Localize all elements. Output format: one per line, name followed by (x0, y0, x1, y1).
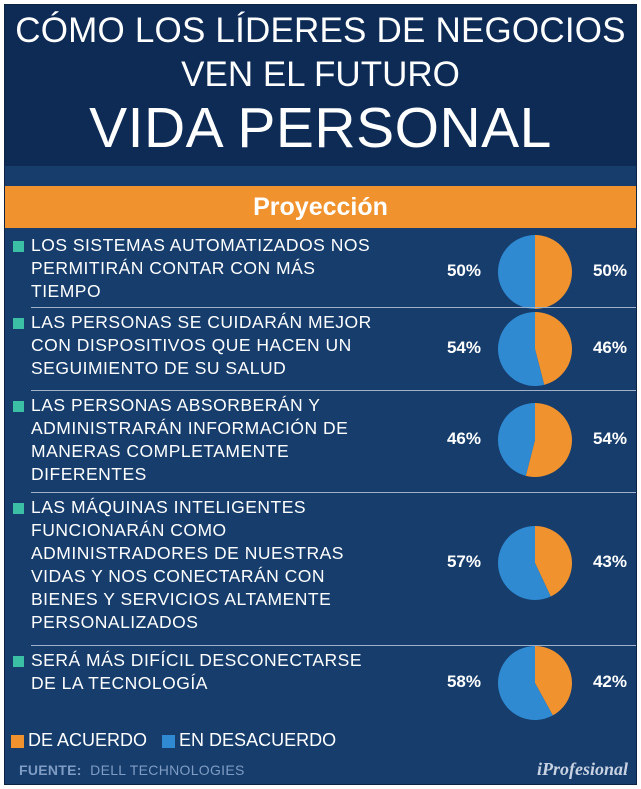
legend-disagree-label: EN DESACUERDO (179, 729, 337, 750)
disagree-percent-label: 46% (446, 429, 481, 448)
statement-line: LAS MÁQUINAS INTELIGENTES (31, 497, 307, 517)
pie-slice-agree (535, 312, 573, 385)
pie-slice-agree (535, 235, 572, 309)
pie-slice-disagree (498, 312, 545, 386)
source-value: DELL TECHNOLOGIES (90, 762, 245, 778)
row-divider (31, 492, 636, 493)
square-bullet-icon (13, 318, 24, 329)
statement-text: LAS PERSONAS SE CUIDARÁN MEJOR CON DISPOS… (31, 311, 431, 380)
disagree-percent-label: 57% (446, 552, 481, 571)
pie-slice-agree (535, 646, 572, 716)
statement-line: LOS SISTEMAS AUTOMATIZADOS NOS (31, 235, 371, 255)
statement-line: LAS PERSONAS SE CUIDARÁN MEJOR (31, 312, 372, 332)
statement-text: LAS MÁQUINAS INTELIGENTES FUNCIONARÁN COM… (31, 496, 431, 634)
source-line: FUENTE: DELL TECHNOLOGIES (19, 762, 245, 778)
pie-chart (497, 646, 572, 720)
statement-line: TIEMPO (31, 281, 102, 301)
legend-item-agree: DE ACUERDO (11, 730, 147, 751)
pie-slice-disagree (497, 526, 551, 600)
main-panel: CÓMO LOS LÍDERES DE NEGOCIOS VEN EL FUTU… (4, 4, 637, 785)
row-divider (31, 390, 636, 391)
projection-row: LOS SISTEMAS AUTOMATIZADOS NOS PERMITIRÁN… (5, 234, 636, 309)
pie-slice-agree (525, 403, 572, 477)
header: CÓMO LOS LÍDERES DE NEGOCIOS VEN EL FUTU… (5, 5, 636, 166)
statement-text: LOS SISTEMAS AUTOMATIZADOS NOS PERMITIRÁN… (31, 234, 431, 303)
row-divider (31, 645, 636, 646)
square-bullet-icon (13, 656, 24, 667)
projection-row: LAS PERSONAS ABSORBERÁN Y ADMINISTRARÁN I… (5, 390, 636, 492)
disagree-percent-label: 58% (446, 672, 481, 691)
pie-chart (497, 403, 572, 477)
agree-percent-label: 46% (592, 338, 627, 357)
agree-percent-label: 42% (592, 672, 627, 691)
square-bullet-icon (13, 401, 24, 412)
statement-text: SERÁ MÁS DIFÍCIL DESCONECTARSE DE LA TECN… (31, 649, 431, 695)
pie-slice-agree (535, 526, 572, 597)
pie-chart (498, 312, 573, 386)
pie-chart (498, 235, 572, 309)
statement-line: SERÁ MÁS DIFÍCIL DESCONECTARSE (31, 650, 363, 670)
statement-line: PERMITIRÁN CONTAR CON MÁS (31, 258, 316, 278)
statement-line: DE LA TECNOLOGÍA (31, 673, 208, 693)
legend-item-disagree: EN DESACUERDO (162, 730, 336, 751)
agree-percent-label: 43% (592, 552, 627, 571)
title-line-2: VEN EL FUTURO (181, 55, 460, 94)
brand-logo: iProfesional (536, 759, 628, 779)
statement-line: LAS PERSONAS ABSORBERÁN Y (31, 395, 321, 415)
statement-line: ADMINISTRARÁN INFORMACIÓN DE (31, 418, 349, 438)
pie-slice-disagree (497, 646, 553, 720)
agree-percent-label: 54% (592, 429, 627, 448)
legend-disagree-swatch (162, 734, 176, 748)
pie-chart (497, 526, 572, 600)
square-bullet-icon (13, 241, 24, 252)
statement-line: SEGUIMIENTO DE SU SALUD (31, 358, 287, 378)
source-label: FUENTE: (19, 762, 82, 778)
disagree-percent-label: 50% (446, 261, 481, 280)
legend-agree-label: DE ACUERDO (28, 729, 148, 750)
statement-line: PERSONALIZADOS (31, 612, 199, 632)
projection-row: LAS PERSONAS SE CUIDARÁN MEJOR CON DISPOS… (5, 307, 636, 389)
pie-slice-disagree (497, 403, 535, 476)
title-line-3: VIDA PERSONAL (89, 96, 552, 160)
statement-line: FUNCIONARÁN COMO (31, 520, 227, 540)
row-divider (31, 307, 636, 308)
projection-row: SERÁ MÁS DIFÍCIL DESCONECTARSE DE LA TECN… (5, 645, 636, 725)
statement-line: MANERAS COMPLETAMENTE (31, 441, 290, 461)
pie-slice-disagree (498, 235, 535, 309)
disagree-percent-label: 54% (446, 338, 481, 357)
statement-text: LAS PERSONAS ABSORBERÁN Y ADMINISTRARÁN I… (31, 394, 431, 486)
statement-line: BIENES Y SERVICIOS ALTAMENTE (31, 589, 332, 609)
title-line-1: CÓMO LOS LÍDERES DE NEGOCIOS (15, 11, 626, 50)
projection-row: LAS MÁQUINAS INTELIGENTES FUNCIONARÁN COM… (5, 492, 636, 646)
statement-line: ADMINISTRADORES DE NUESTRAS (31, 543, 344, 563)
section-band: Proyección (5, 186, 636, 228)
legend-agree-swatch (11, 734, 24, 748)
statement-line: CON DISPOSITIVOS QUE HACEN UN (31, 335, 352, 355)
statement-line: VIDAS Y NOS CONECTARÁN CON (31, 566, 326, 586)
statement-line: DIFERENTES (31, 464, 147, 484)
legend: DE ACUERDO EN DESACUERDO (11, 729, 346, 755)
square-bullet-icon (13, 503, 24, 514)
agree-percent-label: 50% (592, 261, 627, 280)
